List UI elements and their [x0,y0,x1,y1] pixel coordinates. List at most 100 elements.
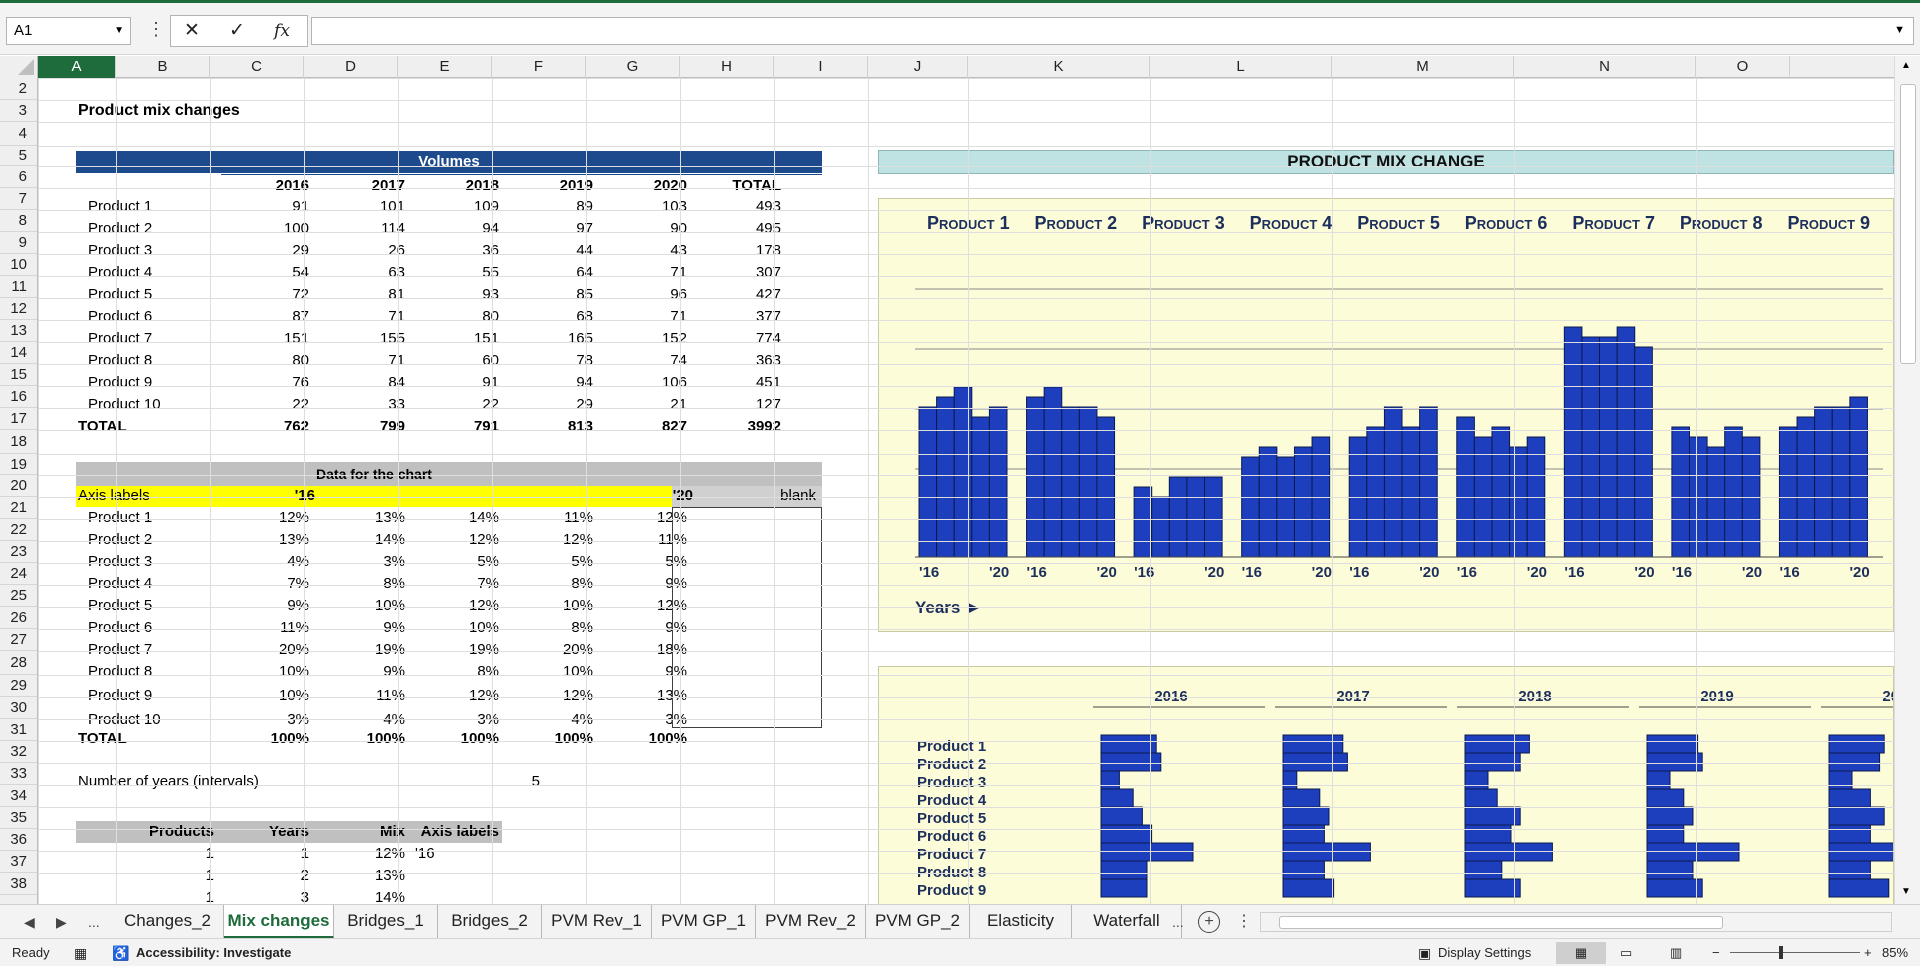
sheet-tab[interactable]: Waterfall [1072,905,1182,939]
tab-menu-icon[interactable]: ⋮ [1236,913,1252,930]
cancel-icon[interactable]: ✕ [184,20,200,41]
row-header[interactable]: 29 [0,675,37,697]
display-settings-icon[interactable]: ▣ [1418,945,1432,961]
zoom-in-icon[interactable]: + [1864,945,1872,960]
row-header[interactable]: 12 [0,298,37,320]
formula-input[interactable]: ▼ [311,17,1914,45]
row-header[interactable]: 18 [0,430,37,454]
scroll-down-icon[interactable]: ▼ [1901,886,1911,897]
column-header[interactable]: F [492,56,586,78]
row-header[interactable]: 23 [0,541,37,563]
name-box[interactable]: A1 ▼ [6,17,131,45]
column-header[interactable]: L [1150,56,1332,78]
row-header[interactable]: 20 [0,475,37,497]
macro-record-icon[interactable]: ▦ [74,945,88,961]
row-header[interactable]: 36 [0,829,37,851]
row-header[interactable]: 14 [0,342,37,364]
zoom-slider[interactable] [1730,952,1860,953]
tab-overflow-left[interactable]: ... [88,914,100,930]
horizontal-scroll-thumb[interactable] [1279,916,1723,929]
page-layout-icon[interactable]: ▭ [1620,945,1633,960]
row-header[interactable]: 17 [0,408,37,430]
row-header[interactable]: 25 [0,585,37,607]
row-header[interactable]: 10 [0,254,37,276]
row-header[interactable]: 21 [0,497,37,519]
row-header[interactable]: 4 [0,122,37,146]
row-header[interactable]: 26 [0,607,37,629]
column-header[interactable]: C [210,56,304,78]
zoom-out-icon[interactable]: − [1712,945,1720,960]
accessibility-icon[interactable]: ♿ [112,945,130,961]
row-header[interactable]: 6 [0,166,37,188]
row-header[interactable]: 22 [0,519,37,541]
display-settings[interactable]: Display Settings [1438,945,1532,960]
column-header[interactable]: J [868,56,968,78]
sheet-tab[interactable]: Bridges_1 [334,905,438,939]
row-header[interactable]: 5 [0,146,37,166]
row-header[interactable]: 7 [0,188,37,210]
row-header[interactable]: 16 [0,386,37,408]
column-header[interactable]: N [1514,56,1696,78]
mix-change-chart[interactable]: Product 1 Product 2 Product 3 Product 4 Prod… [878,198,1894,632]
row-header[interactable]: 28 [0,651,37,675]
row-header[interactable]: 24 [0,563,37,585]
column-header[interactable]: O [1696,56,1790,78]
horizontal-scrollbar[interactable] [1260,912,1892,932]
sheet-tab[interactable]: Bridges_2 [438,905,542,939]
scroll-up-icon[interactable]: ▲ [1901,60,1911,71]
sheet-tab[interactable]: Changes_2 [112,905,224,939]
row-header[interactable]: 9 [0,232,37,254]
row-header[interactable]: 11 [0,276,37,298]
expand-formula-icon[interactable]: ▼ [1894,24,1905,36]
row-header[interactable]: 19 [0,454,37,475]
row-header[interactable]: 35 [0,807,37,829]
tab-overflow-right[interactable]: ... [1172,914,1184,930]
zoom-slider-thumb[interactable] [1779,946,1783,959]
row-header[interactable]: 13 [0,320,37,342]
enter-icon[interactable]: ✓ [229,20,245,41]
sheet-tab[interactable]: PVM Rev_2 [756,905,866,939]
column-header[interactable]: D [304,56,398,78]
column-header[interactable]: M [1332,56,1514,78]
row-header[interactable]: 3 [0,100,37,122]
row-header[interactable]: 37 [0,851,37,873]
page-break-icon[interactable]: ▥ [1670,945,1683,960]
row-header[interactable]: 8 [0,210,37,232]
vertical-scrollbar[interactable]: ▲ ▼ [1894,56,1920,904]
sheet-tab[interactable]: PVM GP_1 [652,905,756,939]
column-header[interactable]: B [116,56,210,78]
row-header[interactable]: 38 [0,873,37,895]
select-all-button[interactable] [0,56,38,78]
row-header[interactable]: 2 [0,78,37,100]
insert-function-icon[interactable]: fx [274,21,290,41]
vertical-scroll-thumb[interactable] [1900,84,1916,364]
column-header[interactable]: E [398,56,492,78]
row-header[interactable]: 31 [0,719,37,741]
column-header[interactable]: A [38,56,116,78]
row-header[interactable]: 32 [0,741,37,763]
cell-area[interactable]: Product mix changes Volumes 2016 2017 2018… [38,78,1894,904]
row-header[interactable]: 34 [0,785,37,807]
sheet-tab[interactable]: Mix changes [224,905,334,939]
sheet-tab[interactable]: Elasticity [970,905,1072,939]
column-header[interactable]: I [774,56,868,78]
sheet-tab[interactable]: PVM Rev_1 [542,905,652,939]
tab-prev-icon[interactable]: ◀ [24,914,35,930]
tab-next-icon[interactable]: ▶ [56,914,67,930]
column-header[interactable]: K [968,56,1150,78]
zoom-level[interactable]: 85% [1882,945,1909,960]
row-header[interactable]: 27 [0,629,37,651]
chevron-down-icon[interactable]: ▼ [114,25,124,36]
normal-view-icon[interactable]: ▦ [1556,942,1606,964]
sheet-tab[interactable]: PVM GP_2 [866,905,970,939]
row-header[interactable]: 15 [0,364,37,386]
volume-cell: 76 [292,374,309,391]
row-header[interactable]: 30 [0,697,37,719]
column-header[interactable]: H [680,56,774,78]
more-options-icon[interactable]: ⋮ [147,19,165,39]
add-sheet-button[interactable]: + [1198,911,1220,933]
column-header[interactable]: G [586,56,680,78]
accessibility-status[interactable]: Accessibility: Investigate [136,945,292,960]
row-header[interactable]: 33 [0,763,37,785]
